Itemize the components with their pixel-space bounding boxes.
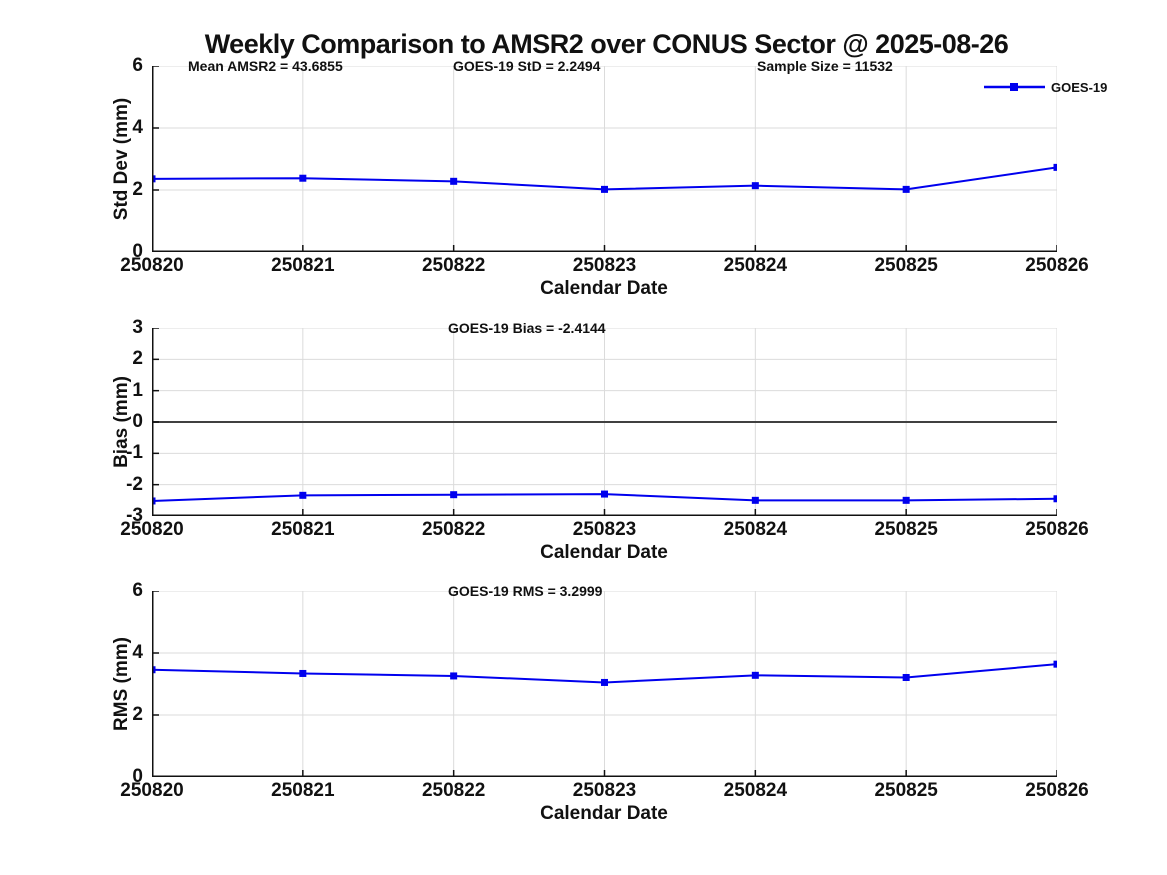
rms-chart-ytick-label: 0 <box>132 766 143 787</box>
bias-chart-xtick-label: 250825 <box>874 519 938 540</box>
rms-chart-annotation: GOES-19 RMS = 3.2999 <box>448 583 603 599</box>
std-dev-chart-ytick-label: 2 <box>132 179 143 200</box>
rms-chart-data-marker <box>601 678 608 686</box>
legend-line-sample <box>984 83 1045 91</box>
legend[interactable]: GOES-19 <box>983 78 1107 96</box>
bias-chart-data-marker <box>601 490 608 498</box>
std-dev-chart-data-marker <box>299 174 307 182</box>
std-dev-chart-xtick-label: 250826 <box>1025 255 1089 276</box>
std-dev-chart-ytick-label: 4 <box>132 117 143 138</box>
bias-chart-xtick-label: 250820 <box>120 519 184 540</box>
bias-chart-ytick-label: 2 <box>132 348 143 370</box>
std-dev-chart-data-marker <box>902 185 910 193</box>
bias-chart-annotation: GOES-19 Bias = -2.4144 <box>448 320 606 336</box>
bias-chart-data-marker <box>450 491 458 499</box>
std-dev-chart-data-marker <box>1053 163 1057 171</box>
std-dev-chart-xtick-label: 250821 <box>271 255 335 276</box>
rms-chart-data-marker <box>299 669 307 677</box>
bias-chart-y-axis-label: Bias (mm) <box>111 376 132 468</box>
rms-chart-xtick-label: 250821 <box>271 780 335 801</box>
bias-chart-data-marker <box>902 496 910 504</box>
std-dev-chart-xtick-label: 250825 <box>874 255 938 276</box>
rms-chart-x-axis-label: Calendar Date <box>540 803 668 824</box>
rms-chart-data-marker <box>751 671 759 679</box>
rms-chart-xtick-label: 250823 <box>572 780 637 801</box>
std-dev-chart-x-axis-label: Calendar Date <box>540 278 668 299</box>
rms-chart-xtick-label: 250825 <box>874 780 938 801</box>
rms-chart-plot-area <box>152 591 1057 777</box>
bias-chart-x-axis-label: Calendar Date <box>540 542 668 563</box>
rms-chart-data-marker <box>152 666 156 674</box>
std-dev-chart-data-marker <box>601 185 608 193</box>
rms-chart-xtick-label: 250822 <box>421 780 486 801</box>
rms-chart-xtick-label: 250826 <box>1025 780 1089 801</box>
bias-chart-ytick-label: 0 <box>132 411 143 432</box>
figure-title: Weekly Comparison to AMSR2 over CONUS Se… <box>204 29 1009 59</box>
std-dev-chart-xtick-label: 250820 <box>120 255 184 276</box>
rms-chart-data-marker <box>450 672 458 680</box>
bias-chart-ytick-label: -1 <box>126 442 143 464</box>
std-dev-chart-y-axis-label: Std Dev (mm) <box>111 97 132 221</box>
rms-chart-ytick-label: 2 <box>132 704 143 725</box>
bias-chart-xtick-label: 250822 <box>421 519 486 540</box>
rms-chart-data-marker <box>902 673 910 681</box>
std-dev-chart-ytick-label: 0 <box>132 241 143 262</box>
bias-chart-ytick-label: 1 <box>132 379 143 401</box>
std-dev-chart-xtick-label: 250822 <box>421 255 486 276</box>
legend-label: GOES-19 <box>1051 79 1108 95</box>
bias-chart-data-marker <box>299 491 307 499</box>
std-dev-chart-plot-area <box>152 66 1057 252</box>
bias-chart-ytick-label: -3 <box>126 505 143 526</box>
std-dev-chart-annotation: GOES-19 StD = 2.2494 <box>453 58 601 74</box>
rms-chart-ytick-label: 4 <box>132 642 143 663</box>
rms-chart-xtick-label: 250820 <box>120 780 184 801</box>
bias-chart-xtick-label: 250826 <box>1025 519 1089 540</box>
bias-chart-data-marker <box>1053 495 1057 503</box>
bias-chart-data-marker <box>152 497 156 505</box>
rms-chart-ytick-label: 6 <box>132 580 143 601</box>
std-dev-chart-ytick-label: 6 <box>132 55 143 76</box>
bias-chart-xtick-label: 250824 <box>723 519 788 540</box>
bias-chart-plot-area <box>152 328 1057 516</box>
rms-chart-y-axis-label: RMS (mm) <box>111 637 132 731</box>
std-dev-chart-annotation: Sample Size = 11532 <box>757 58 893 74</box>
std-dev-chart-data-marker <box>152 175 156 183</box>
bias-chart-xtick-label: 250821 <box>271 519 335 540</box>
bias-chart-ytick-label: -2 <box>126 473 143 495</box>
rms-chart-xtick-label: 250824 <box>723 780 788 801</box>
bias-chart-data-marker <box>751 496 759 504</box>
std-dev-chart-data-marker <box>450 177 458 185</box>
std-dev-chart-annotation: Mean AMSR2 = 43.6855 <box>188 58 343 74</box>
rms-chart-data-marker <box>1053 660 1057 668</box>
std-dev-chart-data-marker <box>751 182 759 190</box>
bias-chart-ytick-label: 3 <box>132 317 143 338</box>
std-dev-chart-xtick-label: 250823 <box>572 255 637 276</box>
std-dev-chart-xtick-label: 250824 <box>723 255 788 276</box>
bias-chart-xtick-label: 250823 <box>572 519 637 540</box>
